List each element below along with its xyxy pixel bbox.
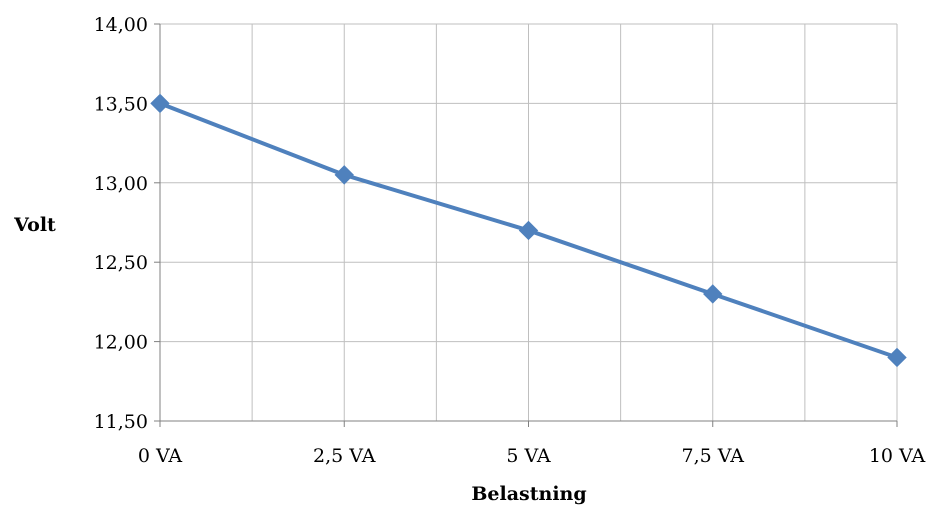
x-tick-label: 0 VA [138, 445, 183, 467]
y-tick-label: 13,00 [94, 173, 148, 195]
x-tick-label: 7,5 VA [682, 445, 745, 467]
y-tick-label: 14,00 [94, 14, 148, 36]
y-tick-labels: 11,50 12,00 12,50 13,00 13,50 14,00 [94, 14, 148, 433]
x-tick-label: 5 VA [506, 445, 551, 467]
y-tick-label: 12,00 [94, 332, 148, 354]
data-point-marker [334, 165, 354, 185]
x-axis-title: Belastning [471, 483, 586, 505]
y-tick-label: 12,50 [94, 252, 148, 274]
series-group [150, 93, 907, 368]
y-axis-title: Volt [13, 214, 56, 236]
y-tick-label: 11,50 [94, 411, 148, 433]
x-tick-label: 10 VA [869, 445, 926, 467]
data-point-marker [703, 284, 723, 304]
x-tick-label: 2,5 VA [313, 445, 376, 467]
data-point-marker [887, 347, 907, 368]
x-tick-labels: 0 VA 2,5 VA 5 VA 7,5 VA 10 VA [138, 445, 926, 467]
axes [154, 23, 898, 427]
data-point-marker [518, 220, 539, 241]
data-point-marker [150, 93, 170, 114]
y-tick-label: 13,50 [94, 93, 148, 115]
